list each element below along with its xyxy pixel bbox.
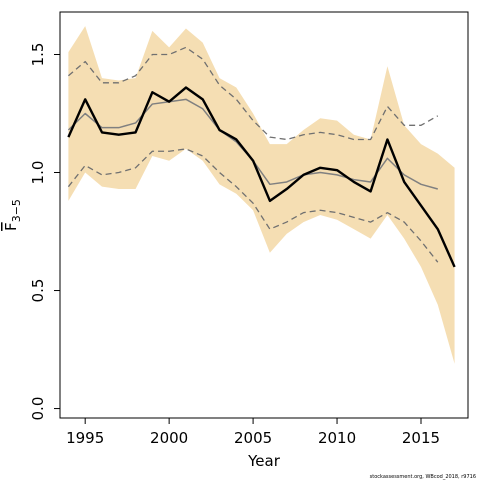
x-tick-label: 2005 [234,429,272,447]
x-axis-title: Year [247,452,281,470]
y-tick-label: 1.5 [29,43,47,67]
x-tick-label: 2000 [150,429,188,447]
y-axis-title: F3−5 [2,199,23,231]
series-line-estimate [67,86,456,268]
x-tick-label: 1995 [66,429,104,447]
series-line-retro-upper [67,46,439,141]
plot-frame [59,11,469,419]
series-line-retro-lower [67,148,439,263]
y-tick-label: 0.5 [29,279,47,303]
svg-text:F3−5: F3−5 [2,199,23,231]
y-axis-title-subscript: 3−5 [10,199,23,222]
y-tick-label: 0.0 [29,397,47,421]
y-tick-label: 1.0 [29,161,47,185]
credit-text: stockassessment.org, WBcod_2018, r9716 [370,474,476,480]
confidence-band [68,26,455,364]
x-tick-label: 2015 [402,429,440,447]
x-tick-label: 2010 [318,429,356,447]
y-axis-title-main: F [2,222,20,231]
